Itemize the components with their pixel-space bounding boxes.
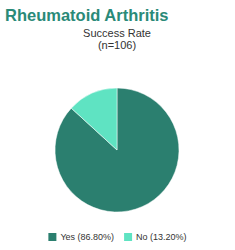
pie-slice xyxy=(55,88,179,212)
legend-swatch xyxy=(124,233,132,241)
pie xyxy=(55,88,179,212)
subtitle: Success Rate xyxy=(83,27,151,39)
legend-label: No (13.20%) xyxy=(136,232,187,242)
pie-slice xyxy=(71,88,117,150)
legend-swatch xyxy=(48,233,56,241)
legend-label: Yes (86.80%) xyxy=(60,232,114,242)
title: Rheumatoid Arthritis xyxy=(5,6,168,24)
chart: Rheumatoid Arthritis Success Rate(n=106) Y… xyxy=(0,0,235,250)
legend: Yes (86.80%) No (13.20%) xyxy=(48,232,186,242)
annotation: (n=106) xyxy=(98,39,136,51)
